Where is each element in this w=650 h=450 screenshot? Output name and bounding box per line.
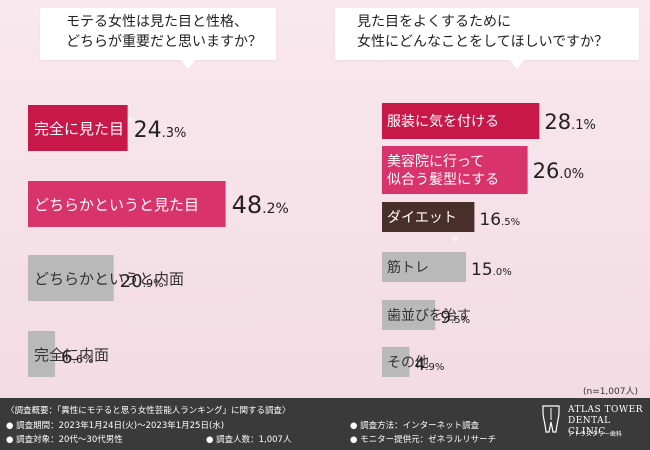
value-label-left-0: 24.3% [134, 118, 187, 143]
question-right-line-2: 女性にどんなことをしてほしいですか？ [357, 34, 609, 50]
sample-size: (n=1,007人) [582, 387, 638, 397]
bar-left-2 [28, 255, 114, 301]
bar-left-3 [28, 331, 56, 377]
bar-right-4 [382, 300, 436, 330]
survey-target: ● 調査対象：20代～30代男性 [6, 435, 123, 445]
bar-right-3 [382, 252, 466, 282]
footer: 〈調査概要：「異性にモテると思う女性芸能人ランキング」に関する調査〉 ● 調査期… [0, 398, 650, 450]
question-left-line-1: モテる女性は見た目と性格、 [66, 14, 248, 30]
bar-label-right-1: 美容院に行って似合う髪型にする [387, 153, 499, 188]
value-label-left-3: 6.6% [61, 347, 93, 368]
bar-label-right-0: 服装に気を付ける [387, 114, 499, 130]
bar-label-right-4: 歯並びを治す [387, 308, 471, 324]
survey-provider: ● モニター提供元：ゼネラルリサーチ [350, 435, 497, 445]
survey-count: ● 調査人数：1,007人 [206, 435, 292, 445]
tooth-logo-icon [542, 405, 560, 433]
bar-label-right-2: ダイエット [387, 210, 457, 226]
survey-period: ● 調査期間：2023年1月24日(火)～2023年1月25日(水) [6, 421, 225, 431]
logo-name-line-1: ATLAS TOWER [568, 405, 643, 415]
value-label-left-2: 20.9% [120, 271, 164, 292]
bar-label-left-1: どちらかというと見た目 [34, 196, 199, 214]
value-label-right-5: 4.9% [414, 355, 444, 375]
question-left: モテる女性は見た目と性格、 どちらが重要だと思いますか？ [40, 8, 276, 69]
logo-name-line-2: DENTAL CLINIC [568, 416, 611, 437]
bar-left-0 [28, 105, 128, 151]
logo-name: ATLAS TOWER DENTAL CLINIC [568, 405, 650, 438]
bar-right-0 [382, 103, 540, 139]
survey-method: ● 調査方法：インターネット調査 [350, 421, 480, 431]
value-label-left-1: 48.2% [232, 191, 289, 219]
question-left-line-2: どちらが重要だと思いますか？ [66, 34, 262, 50]
question-right-line-1: 見た目をよくするために [357, 14, 511, 30]
bar-left-1 [28, 181, 226, 227]
question-right: 見た目をよくするために 女性にどんなことをしてほしいですか？ [335, 8, 639, 69]
left-bar-chart: 完全に見た目 24.3% どちらかというと見た目 48.2% どちらかというと内面20.… [28, 105, 289, 377]
right-bar-chart: 服装に気を付ける 28.1% 美容院に行って似合う髪型にする 26.0% ダイエット 16… [382, 103, 596, 377]
bar-right-5 [382, 347, 410, 377]
bar-label-left-3: 完全に内面 [34, 346, 109, 364]
value-label-right-4: 9.5% [440, 308, 470, 328]
logo-subtitle: アトラスタワー歯科 [568, 431, 622, 438]
bar-label-left-0: 完全に見た目 [34, 120, 124, 138]
bar-label-left-2: どちらかというと内面 [34, 270, 184, 288]
bar-label-right-3: 筋トレ [387, 259, 429, 276]
value-label-right-0: 28.1% [544, 110, 596, 134]
survey-title: 〈調査概要：「異性にモテると思う女性芸能人ランキング」に関する調査〉 [6, 406, 291, 416]
bar-label-right-5: その他 [387, 355, 429, 371]
value-label-right-1: 26.0% [533, 159, 585, 183]
bar-right-1 [382, 146, 528, 194]
bar-right-2 [382, 202, 475, 232]
value-label-right-3: 15.0% [471, 260, 512, 280]
value-label-right-2: 16.5% [479, 210, 520, 230]
